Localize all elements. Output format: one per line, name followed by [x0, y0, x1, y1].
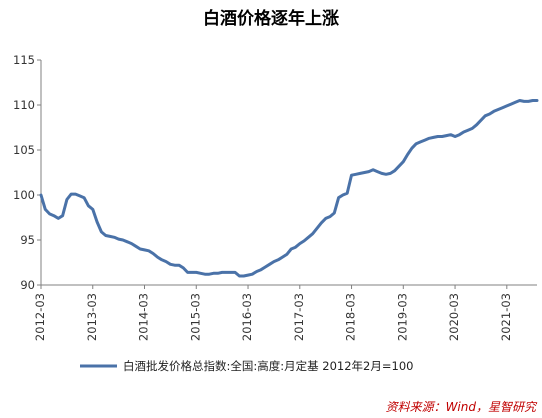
series-line — [39, 99, 539, 278]
x-tick-label: 2019-03 — [395, 293, 409, 341]
x-tick-label: 2020-03 — [447, 293, 461, 341]
x-axis: 2012-03 2013-03 2014-03 2015-03 2016-03 2017-… — [33, 284, 537, 341]
x-tick-label: 2021-03 — [499, 293, 513, 341]
y-tick-label: 100 — [13, 188, 35, 202]
legend-label: 白酒批发价格总指数:全国:高度:月定基 2012年2月=100 — [123, 359, 413, 373]
x-tick-label: 2017-03 — [292, 293, 306, 341]
x-tick-label: 2018-03 — [344, 293, 358, 341]
y-tick-label: 105 — [13, 143, 35, 157]
legend: 白酒批发价格总指数:全国:高度:月定基 2012年2月=100 — [80, 359, 413, 373]
y-tick-label: 95 — [20, 233, 35, 247]
chart-title: 白酒价格逐年上涨 — [203, 8, 339, 29]
source-note: 资料来源：Wind，星智研究 — [386, 400, 538, 414]
x-tick-label: 2012-03 — [33, 293, 47, 341]
y-axis: 90 95 100 105 110 115 — [13, 53, 42, 292]
y-tick-label: 110 — [13, 98, 35, 112]
x-tick-label: 2016-03 — [240, 293, 254, 341]
y-tick-label: 115 — [13, 53, 35, 67]
x-tick-label: 2015-03 — [188, 293, 202, 341]
x-tick-label: 2013-03 — [85, 293, 99, 341]
x-tick-label: 2014-03 — [137, 293, 151, 341]
y-tick-label: 90 — [20, 278, 35, 292]
plot-area — [39, 99, 539, 278]
